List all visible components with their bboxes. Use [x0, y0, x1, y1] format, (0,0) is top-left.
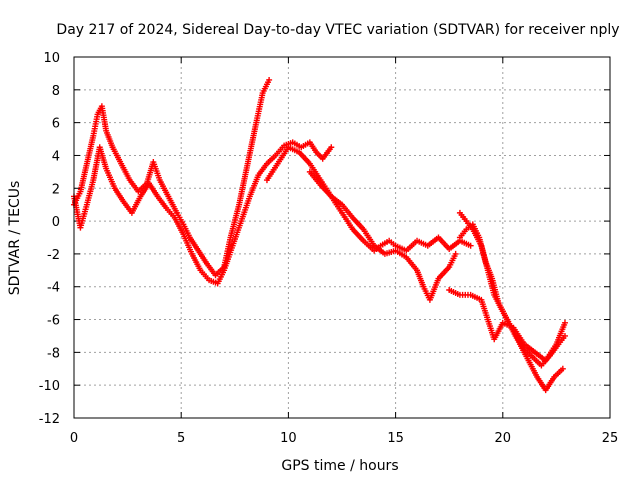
y-tick-label: 4 — [52, 149, 60, 164]
y-tick-label: 8 — [52, 84, 60, 99]
data-point — [266, 76, 273, 83]
y-tick-label: -8 — [47, 346, 60, 361]
ticks: 0 5 10 15 20 25 -12 -10 -8 -6 -4 -2 0 2 4 6 8 10 — [39, 51, 619, 446]
series-track-d — [306, 168, 459, 303]
y-tick-label: -4 — [47, 281, 60, 296]
series-track-a — [71, 76, 273, 279]
data-point — [328, 144, 335, 151]
data-point — [561, 319, 568, 326]
series-track-b — [71, 139, 335, 287]
chart-title: Day 217 of 2024, Sidereal Day-to-day VTE… — [56, 22, 619, 38]
data-points — [71, 76, 568, 394]
y-tick-label: 10 — [43, 51, 60, 66]
y-tick-label: -10 — [39, 379, 60, 394]
grid — [74, 57, 610, 418]
x-axis-label: GPS time / hours — [281, 458, 398, 474]
y-tick-label: 2 — [52, 182, 60, 197]
y-tick-label: -2 — [47, 248, 60, 263]
y-tick-label: -6 — [47, 314, 60, 329]
data-point — [467, 242, 474, 249]
x-tick-label: 5 — [177, 431, 185, 446]
series-track-e — [456, 209, 566, 394]
x-tick-label: 25 — [602, 431, 619, 446]
y-tick-label: 6 — [52, 117, 60, 132]
x-tick-label: 0 — [70, 431, 78, 446]
y-axis-label: SDTVAR / TECUs — [7, 181, 23, 296]
series-track-g — [456, 221, 568, 369]
y-tick-label: 0 — [52, 215, 60, 230]
data-point — [559, 365, 566, 372]
data-point — [452, 250, 459, 257]
x-tick-label: 15 — [387, 431, 404, 446]
y-tick-label: -12 — [39, 412, 60, 427]
x-tick-label: 20 — [495, 431, 512, 446]
x-tick-label: 10 — [280, 431, 297, 446]
data-point — [561, 332, 568, 339]
plot-frame — [73, 56, 611, 419]
